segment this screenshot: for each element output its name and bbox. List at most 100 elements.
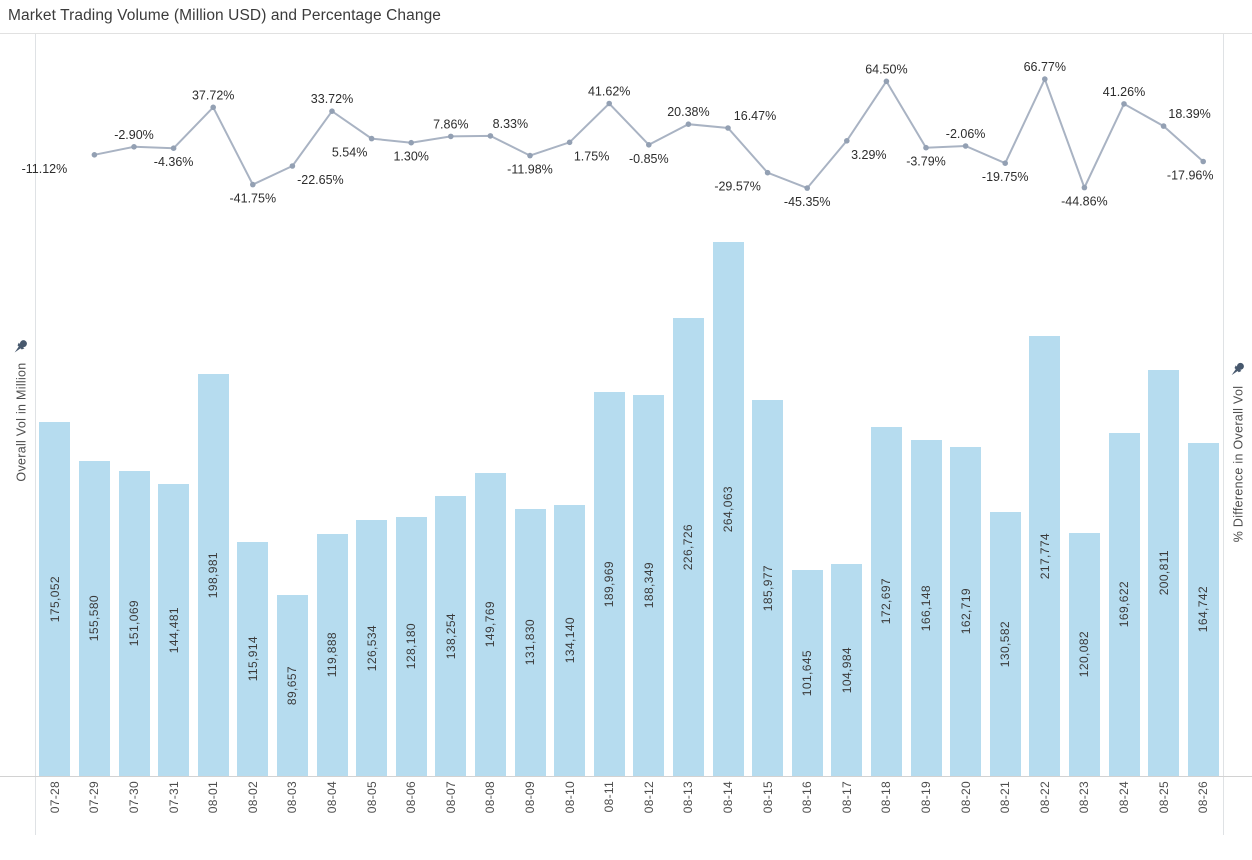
x-tick-label: 08-20 (958, 781, 973, 814)
line-point[interactable] (1081, 184, 1088, 191)
bar-value-label: 162,719 (958, 588, 973, 635)
line-point[interactable] (289, 163, 296, 169)
line-point[interactable] (91, 152, 98, 158)
bar[interactable]: 198,981 (197, 374, 229, 776)
x-tick-label: 08-12 (641, 781, 656, 814)
bar[interactable]: 185,977 (752, 400, 784, 776)
bar[interactable]: 144,481 (158, 484, 190, 776)
bar[interactable]: 189,969 (593, 392, 625, 776)
bar-value-label: 166,148 (919, 584, 933, 632)
line-value-label: -22.65% (297, 173, 344, 187)
bar[interactable]: 217,774 (1029, 336, 1061, 776)
x-tick-label: 08-06 (404, 781, 419, 814)
line-point[interactable] (368, 135, 375, 142)
x-tick-label: 08-21 (998, 781, 1013, 814)
line-value-label: -17.96% (1167, 169, 1214, 183)
left-axis-title: Overall Vol in Million (14, 362, 28, 482)
line-point[interactable] (685, 121, 692, 127)
bar-value-label: 134,140 (562, 617, 577, 664)
bar[interactable]: 138,254 (435, 496, 467, 776)
x-tick-label: 08-26 (1196, 781, 1211, 814)
bar[interactable]: 162,719 (950, 447, 982, 776)
bar-value-label: 149,769 (483, 601, 498, 648)
bar[interactable]: 119,888 (316, 534, 348, 776)
line-point[interactable] (1121, 101, 1127, 107)
line-value-label: 41.26% (1103, 85, 1145, 99)
bar[interactable]: 200,811 (1148, 370, 1180, 776)
line-point[interactable] (408, 139, 415, 146)
line-value-label: 66.77% (1024, 60, 1066, 74)
line-point[interactable] (883, 78, 890, 85)
line-point[interactable] (1200, 158, 1206, 165)
line-point[interactable] (1042, 76, 1048, 82)
left-axis-line (35, 34, 36, 835)
line-point[interactable] (962, 143, 969, 149)
line-value-label: -44.86% (1061, 195, 1108, 209)
line-point[interactable] (1002, 160, 1008, 166)
line-value-label: 8.33% (493, 117, 528, 131)
bar[interactable]: 115,914 (237, 542, 269, 776)
bar-value-label: 169,622 (1117, 581, 1131, 628)
line-value-label: -0.85% (629, 152, 669, 166)
pin-icon[interactable] (14, 338, 29, 353)
line-point[interactable] (210, 104, 216, 111)
x-tick-label: 08-23 (1077, 781, 1092, 814)
line-point[interactable] (487, 133, 494, 139)
line-point[interactable] (1160, 123, 1167, 129)
bar[interactable]: 155,580 (78, 461, 110, 776)
bar[interactable]: 264,063 (712, 242, 744, 776)
line-point[interactable] (725, 125, 731, 131)
line-value-label: 1.30% (393, 150, 428, 164)
line-point[interactable] (844, 138, 850, 144)
bar[interactable]: 226,726 (672, 318, 704, 776)
x-axis-line (0, 776, 1252, 777)
line-point[interactable] (329, 108, 335, 114)
bar[interactable]: 101,645 (791, 570, 823, 776)
line-point[interactable] (250, 181, 256, 188)
bar[interactable]: 104,984 (831, 564, 863, 776)
line-point[interactable] (606, 100, 612, 107)
bar[interactable]: 175,052 (39, 422, 71, 776)
line-point[interactable] (170, 145, 177, 151)
bar[interactable]: 149,769 (474, 473, 506, 776)
x-tick-label: 07-31 (166, 781, 181, 814)
line-point[interactable] (566, 139, 573, 146)
bar-value-label: 144,481 (166, 606, 181, 654)
bar[interactable]: 120,082 (1068, 533, 1100, 776)
line-point[interactable] (923, 144, 929, 151)
line-point[interactable] (764, 169, 771, 176)
bar[interactable]: 126,534 (356, 520, 388, 776)
bar[interactable]: 166,148 (910, 440, 942, 776)
bar[interactable]: 134,140 (554, 505, 586, 776)
line-value-label: 18.39% (1168, 107, 1210, 121)
line-point[interactable] (527, 152, 533, 159)
x-tick-label: 07-28 (47, 781, 62, 814)
bar-value-label: 200,811 (1156, 550, 1171, 596)
line-value-label: -2.06% (946, 127, 986, 141)
line-value-label: -2.90% (114, 128, 154, 142)
x-tick-label: 08-08 (483, 781, 498, 814)
line-point[interactable] (448, 133, 454, 140)
bar-value-label: 115,914 (245, 636, 260, 682)
bar[interactable]: 130,582 (989, 512, 1021, 776)
bar-value-label: 104,984 (839, 646, 854, 694)
x-tick-label: 07-29 (87, 781, 102, 814)
bar[interactable]: 131,830 (514, 509, 546, 776)
x-tick-label: 08-25 (1156, 781, 1171, 814)
line-point[interactable] (131, 144, 137, 150)
bar[interactable]: 89,657 (276, 595, 308, 776)
bar[interactable]: 169,622 (1108, 433, 1140, 776)
percentage-change-line (94, 76, 1204, 191)
bar[interactable]: 188,349 (633, 395, 665, 776)
line-point[interactable] (646, 142, 652, 148)
bar[interactable]: 151,069 (118, 471, 150, 776)
bar[interactable]: 128,180 (395, 517, 427, 776)
bar[interactable]: 164,742 (1187, 443, 1219, 776)
line-point[interactable] (804, 185, 810, 191)
pin-icon[interactable] (1231, 362, 1246, 377)
x-tick-label: 08-09 (523, 781, 537, 814)
bar[interactable]: 172,697 (870, 427, 902, 776)
x-tick-label: 08-22 (1037, 781, 1052, 814)
left-axis-label: Overall Vol in Million (14, 338, 29, 482)
bar-value-label: 175,052 (47, 575, 62, 623)
